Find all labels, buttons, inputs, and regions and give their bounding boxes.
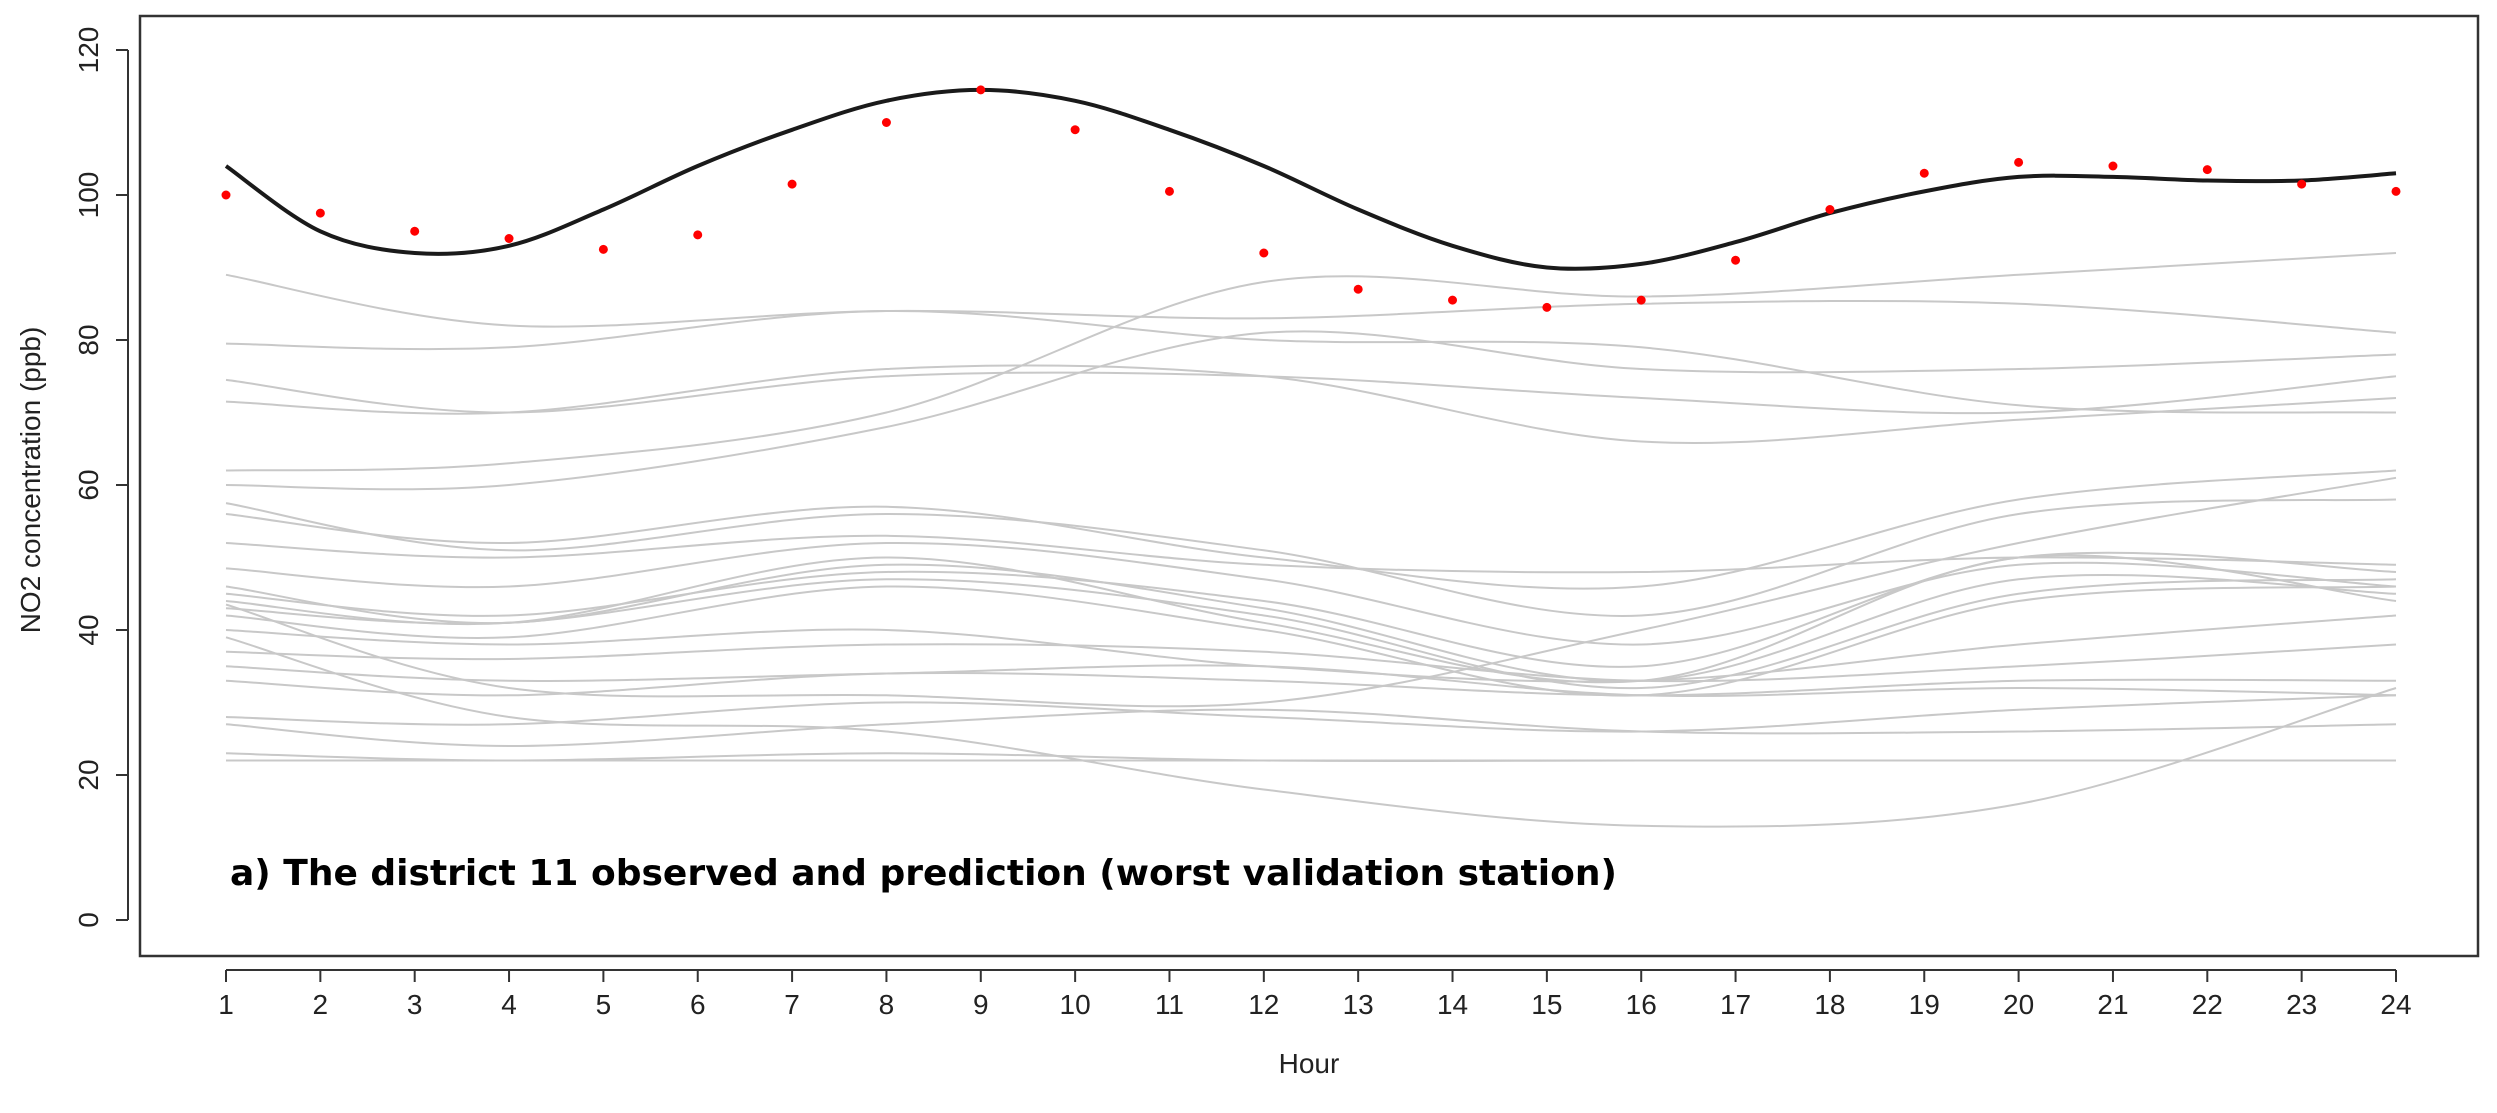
x-tick-label: 9 <box>973 989 989 1020</box>
x-tick-label: 23 <box>2286 989 2317 1020</box>
x-tick-label: 3 <box>407 989 423 1020</box>
annotation-label: a) The district 11 observed and predicti… <box>230 853 1617 894</box>
background-series-line-2 <box>225 309 2397 414</box>
observed-point <box>1448 295 1458 305</box>
x-tick-label: 7 <box>784 989 800 1020</box>
y-tick-label: 120 <box>73 27 104 74</box>
background-series-line-18 <box>225 643 2397 683</box>
observed-point <box>1353 284 1363 294</box>
background-series-line-14 <box>225 578 2397 690</box>
x-tick-label: 18 <box>1814 989 1845 1020</box>
x-tick-label: 21 <box>2097 989 2128 1020</box>
x-tick-label: 8 <box>879 989 895 1020</box>
background-series-line-13 <box>225 554 2397 684</box>
observed-point <box>598 244 608 254</box>
background-series-line-8 <box>225 469 2397 590</box>
x-tick-label: 12 <box>1248 989 1279 1020</box>
observed-point <box>1919 168 1929 178</box>
y-tick-label: 0 <box>73 912 104 928</box>
x-tick-label: 6 <box>690 989 706 1020</box>
observed-point <box>693 230 703 240</box>
x-tick-label: 11 <box>1155 989 1184 1020</box>
observed-point <box>2014 157 2024 167</box>
x-tick-label: 2 <box>313 989 329 1020</box>
observed-point <box>2297 179 2307 189</box>
background-series-line-20 <box>225 671 2397 697</box>
observed-point <box>1636 295 1646 305</box>
background-series-line-10 <box>225 541 2397 646</box>
observed-point <box>1070 125 1080 135</box>
y-tick-label: 60 <box>73 469 104 500</box>
x-tick-label: 13 <box>1343 989 1374 1020</box>
background-series-line-22 <box>225 708 2397 748</box>
observed-point <box>2108 161 2118 171</box>
x-tick-label: 20 <box>2003 989 2034 1020</box>
observed-point <box>881 118 891 127</box>
plot-frame <box>138 14 2480 958</box>
x-axis-label: Hour <box>1279 1048 1340 1079</box>
x-tick-label: 1 <box>218 989 234 1020</box>
observed-point <box>1825 205 1835 214</box>
background-series-line-19 <box>225 664 2397 698</box>
background-series-line-4 <box>225 364 2397 444</box>
y-tick-label: 100 <box>73 172 104 219</box>
x-tick-label: 14 <box>1437 989 1468 1020</box>
x-tick-label: 10 <box>1060 989 1091 1020</box>
x-tick-label: 5 <box>596 989 612 1020</box>
observed-point <box>221 190 231 200</box>
y-axis: 0 20 40 60 80 100 120 <box>73 27 129 928</box>
observed-point <box>1259 248 1269 258</box>
observed-point <box>976 85 986 95</box>
background-series-line-5 <box>225 252 2397 472</box>
background-series-line-25 <box>225 636 2397 828</box>
background-series-line-16 <box>225 476 2397 708</box>
observed-point <box>1164 186 1174 196</box>
background-series-line-6 <box>225 330 2397 491</box>
y-tick-label: 20 <box>73 759 104 790</box>
x-axis: 1 2 3 4 5 6 7 8 9 10 11 12 13 14 15 16 17 18 19 20 21 22 23 24 <box>218 969 2412 1020</box>
observed-point <box>1731 255 1741 265</box>
observed-point <box>2391 186 2401 196</box>
observed-point <box>1542 302 1552 312</box>
prediction-line <box>224 87 2397 271</box>
x-tick-label: 15 <box>1531 989 1562 1020</box>
observed-point <box>2202 165 2212 175</box>
observed-points-group <box>221 85 2401 312</box>
background-series-line-7 <box>225 498 2397 617</box>
observed-point <box>504 234 514 243</box>
x-tick-label: 24 <box>2380 989 2411 1020</box>
background-series-line-21 <box>225 694 2397 733</box>
x-tick-label: 19 <box>1909 989 1940 1020</box>
y-tick-label: 80 <box>73 324 104 355</box>
observed-point <box>787 179 797 189</box>
background-series-line-1 <box>225 273 2397 334</box>
y-tick-label: 40 <box>73 614 104 645</box>
x-tick-label: 16 <box>1626 989 1657 1020</box>
observed-point <box>315 208 325 218</box>
x-tick-label: 4 <box>501 989 517 1020</box>
background-series-group <box>225 252 2397 828</box>
prediction-group <box>224 87 2397 271</box>
observed-point <box>410 226 420 236</box>
y-axis-label: NO2 concentration (ppb) <box>15 327 46 634</box>
background-series-line-15 <box>225 585 2397 697</box>
x-tick-label: 17 <box>1720 989 1751 1020</box>
x-tick-label: 22 <box>2192 989 2223 1020</box>
background-series-line-24 <box>225 752 2396 763</box>
